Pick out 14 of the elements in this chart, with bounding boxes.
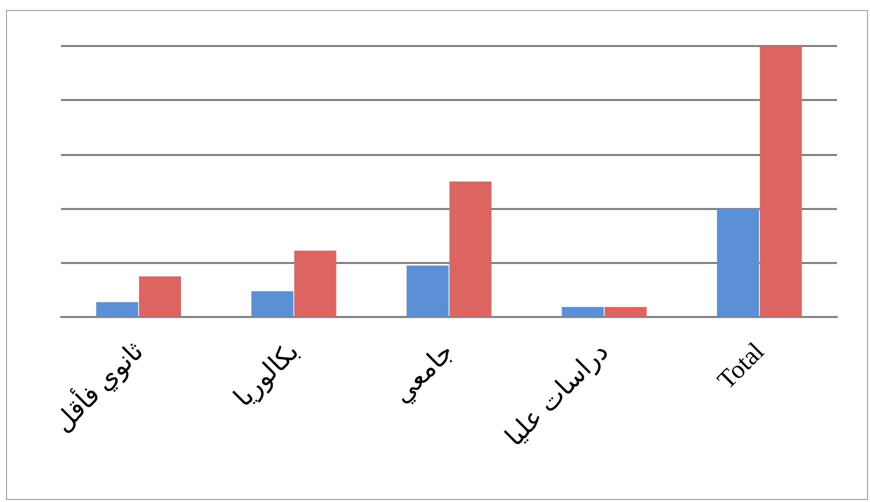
bar: [294, 250, 336, 317]
bar: [604, 306, 647, 317]
bar: [716, 208, 759, 317]
x-tick-label: ثانوي فأقل: [44, 333, 150, 438]
bar: [251, 291, 294, 317]
bar: [139, 276, 182, 317]
bar: [562, 306, 604, 317]
x-tick-label: جامعي: [387, 336, 460, 409]
x-tick-label: بكالوريا: [228, 336, 305, 414]
bar: [406, 266, 449, 317]
bar: [96, 302, 138, 317]
bar: [449, 182, 492, 317]
bar: [760, 46, 802, 317]
x-tick-label: دراسات عليا: [500, 336, 616, 452]
